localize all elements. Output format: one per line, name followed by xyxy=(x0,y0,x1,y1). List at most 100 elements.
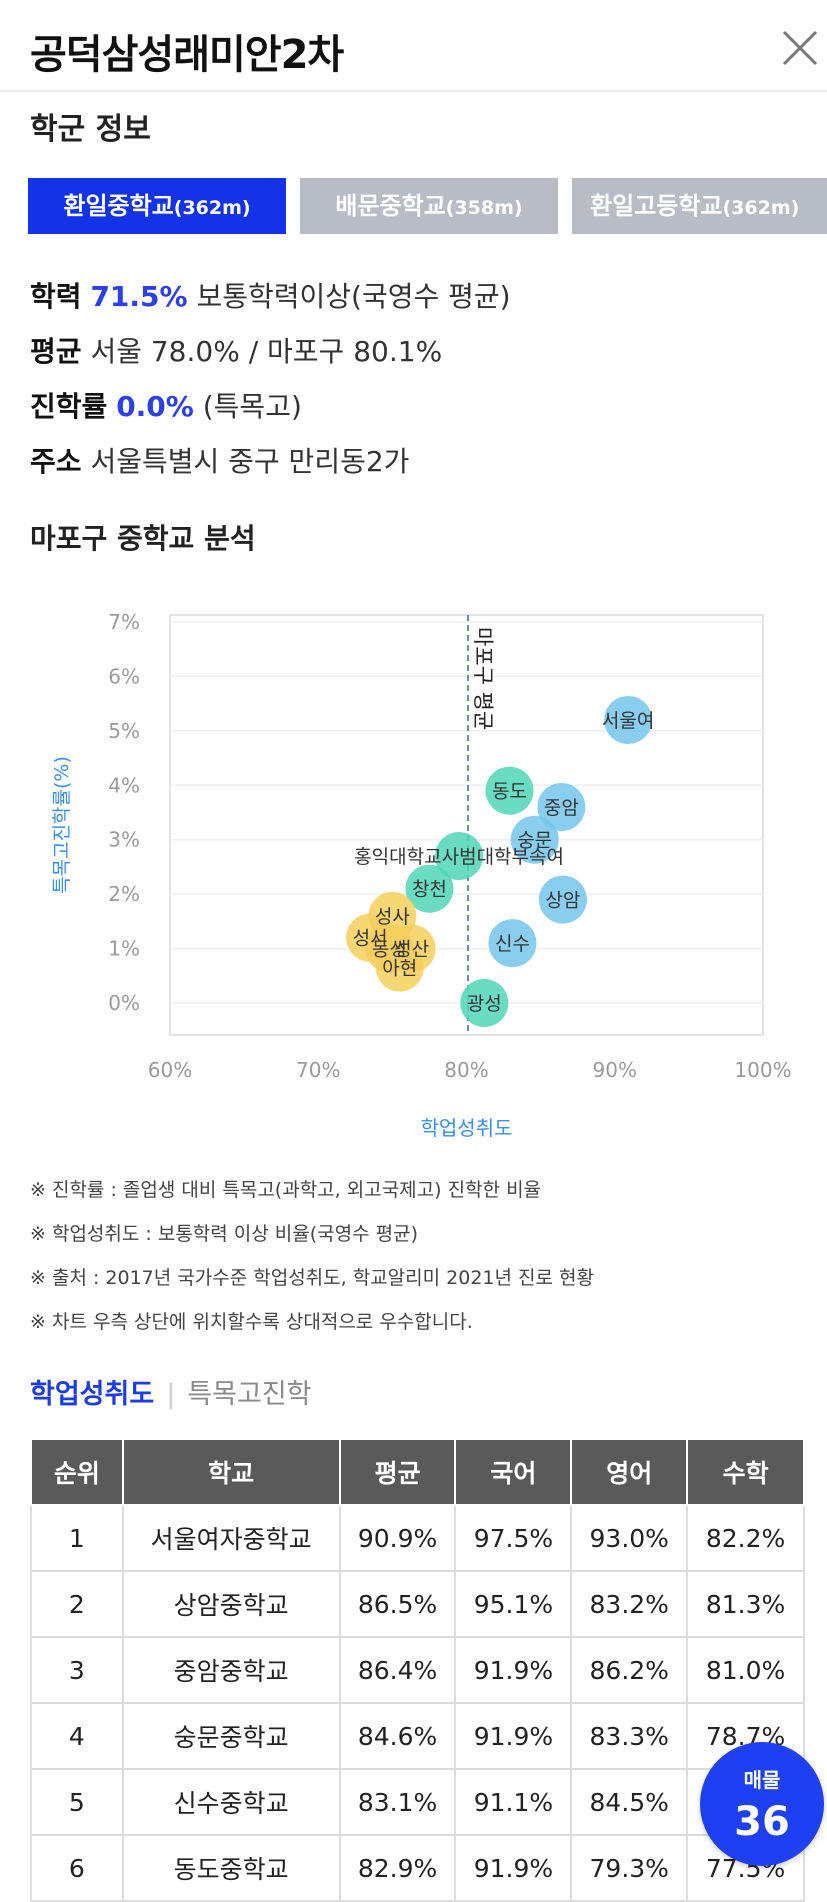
cell-english: 79.3% xyxy=(570,1834,689,1902)
subtab-separator: | xyxy=(166,1379,176,1410)
admission-value: 0.0% xyxy=(116,390,194,423)
cell-average: 86.4% xyxy=(338,1636,457,1704)
data-point-label: 성산 xyxy=(394,939,429,961)
cell-average: 82.9% xyxy=(338,1834,457,1902)
tab-school-2-name: 배문중학교 xyxy=(335,192,446,220)
cell-rank: 6 xyxy=(30,1834,124,1902)
note-line: ※ 진학률 : 졸업생 대비 특목고(과학고, 외고국제고) 진학한 비율 xyxy=(30,1179,542,1201)
cell-math: 81.3% xyxy=(686,1570,805,1638)
y-axis-label: 특목고진학률(%) xyxy=(51,756,73,894)
data-point-label: 창천 xyxy=(412,879,447,901)
tab-school-2-distance: (358m) xyxy=(445,197,523,219)
achievement-value: 71.5% xyxy=(90,280,188,313)
y-tick-label: 5% xyxy=(108,719,140,743)
page-title: 공덕삼성래미안2차 xyxy=(30,32,344,78)
listings-label: 매물 xyxy=(743,1768,781,1792)
header-math: 수학 xyxy=(686,1438,805,1506)
table-row: 4 숭문중학교 84.6% 91.9% 83.3% 78.7% xyxy=(30,1702,805,1770)
cell-rank: 3 xyxy=(30,1636,124,1704)
cell-average: 90.9% xyxy=(338,1504,457,1572)
cell-school: 동도중학교 xyxy=(121,1834,341,1902)
data-point xyxy=(375,943,424,992)
cell-rank: 5 xyxy=(30,1768,124,1836)
data-point xyxy=(604,695,653,744)
tab-school-3[interactable]: 환일고등학교(362m) xyxy=(572,178,827,234)
table-row: 1 서울여자중학교 90.9% 97.5% 93.0% 82.2% xyxy=(30,1504,805,1572)
y-tick-label: 1% xyxy=(108,937,140,961)
info-average: 평균 서울 78.0% / 마포구 80.1% xyxy=(30,330,442,370)
cell-english: 83.2% xyxy=(570,1570,689,1638)
y-tick-label: 6% xyxy=(108,664,140,688)
tab-school-2[interactable]: 배문중학교(358m) xyxy=(300,178,558,234)
cell-korean: 91.9% xyxy=(454,1636,573,1704)
cell-average: 86.5% xyxy=(338,1570,457,1638)
note-line: ※ 학업성취도 : 보통학력 이상 비율(국영수 평균) xyxy=(30,1223,419,1245)
data-point-label: 신수 xyxy=(495,933,530,955)
y-tick-label: 3% xyxy=(108,828,140,852)
tab-school-1-name: 환일중학교 xyxy=(63,192,174,220)
listings-button[interactable]: 매물 36 xyxy=(700,1742,824,1866)
x-tick-label: 90% xyxy=(593,1058,637,1082)
header: 공덕삼성래미안2차 xyxy=(0,0,827,92)
address-label: 주소 xyxy=(30,445,82,478)
cell-school: 상암중학교 xyxy=(121,1570,341,1638)
x-tick-label: 70% xyxy=(296,1058,340,1082)
cell-rank: 1 xyxy=(30,1504,124,1572)
info-admission: 진학률 0.0% (특목고) xyxy=(30,385,302,425)
scatter-chart: 0% 1% 2% 3% 4% 5% 6% 7% 60% 70% 80% 90% 100% 학업성취도 특목고… xyxy=(51,610,792,1140)
note-line: ※ 출처 : 2017년 국가수준 학업성취도, 학교알리미 2021년 진로 … xyxy=(30,1267,594,1289)
data-point-label: 상암 xyxy=(545,890,580,912)
cell-rank: 2 xyxy=(30,1570,124,1638)
school-tabs: 환일중학교(362m) 배문중학교(358m) 환일고등학교(362m) xyxy=(28,178,827,238)
school-section-title: 학군 정보 xyxy=(30,112,151,147)
admission-suffix: (특목고) xyxy=(202,390,302,423)
data-point-label: 숭문 xyxy=(517,830,552,852)
subtab-special-high[interactable]: 특목고진학 xyxy=(187,1379,312,1410)
average-label: 평균 xyxy=(30,335,82,368)
cell-school: 중암중학교 xyxy=(121,1636,341,1704)
data-point-label: 홍익대학교사범대학부속여 xyxy=(354,846,564,868)
data-point-label: 중암 xyxy=(544,797,579,819)
y-tick-label: 0% xyxy=(108,991,140,1015)
cell-rank: 4 xyxy=(30,1702,124,1770)
achievement-suffix: 보통학력이상(국영수 평균) xyxy=(196,280,511,313)
cell-english: 84.5% xyxy=(570,1768,689,1836)
cell-average: 84.6% xyxy=(338,1702,457,1770)
close-icon[interactable] xyxy=(780,28,820,68)
table-row: 5 신수중학교 83.1% 91.1% 84.5% xyxy=(30,1768,805,1836)
address-value: 서울특별시 중구 만리동2가 xyxy=(90,445,410,478)
data-point-label: 광성 xyxy=(467,993,502,1015)
tab-school-1-distance: (362m) xyxy=(173,197,251,219)
subtab-achievement[interactable]: 학업성취도 xyxy=(30,1379,155,1410)
ranking-subtabs: 학업성취도 | 특목고진학 xyxy=(30,1372,312,1411)
header-school: 학교 xyxy=(121,1438,341,1506)
cell-korean: 91.9% xyxy=(454,1702,573,1770)
data-point xyxy=(488,919,537,968)
cell-school: 숭문중학교 xyxy=(121,1702,341,1770)
table-row: 3 중암중학교 86.4% 91.9% 86.2% 81.0% xyxy=(30,1636,805,1704)
cell-math: 81.0% xyxy=(686,1636,805,1704)
header-rank: 순위 xyxy=(30,1438,124,1506)
info-achievement: 학력 71.5% 보통학력이상(국영수 평균) xyxy=(30,275,511,315)
data-point-label: 서울여 xyxy=(602,710,654,732)
cell-school: 신수중학교 xyxy=(121,1768,341,1836)
cell-english: 86.2% xyxy=(570,1636,689,1704)
table-header-row: 순위 학교 평균 국어 영어 수학 xyxy=(30,1438,805,1506)
data-point xyxy=(510,815,559,864)
plot-frame xyxy=(169,614,764,1036)
data-point xyxy=(537,783,586,832)
cell-korean: 95.1% xyxy=(454,1570,573,1638)
data-point-label: 동성 xyxy=(372,939,407,961)
header-korean: 국어 xyxy=(454,1438,573,1506)
data-point xyxy=(538,875,587,924)
admission-label: 진학률 xyxy=(30,390,108,423)
tab-school-1[interactable]: 환일중학교(362m) xyxy=(28,178,286,234)
data-point-label: 동도 xyxy=(492,781,527,803)
cell-korean: 91.9% xyxy=(454,1834,573,1902)
y-tick-label: 4% xyxy=(108,773,140,797)
note-line: ※ 차트 우측 상단에 위치할수록 상대적으로 우수합니다. xyxy=(30,1311,473,1333)
tab-school-3-name: 환일고등학교 xyxy=(590,192,723,220)
header-english: 영어 xyxy=(570,1438,689,1506)
header-average: 평균 xyxy=(338,1438,457,1506)
y-tick-label: 2% xyxy=(108,882,140,906)
